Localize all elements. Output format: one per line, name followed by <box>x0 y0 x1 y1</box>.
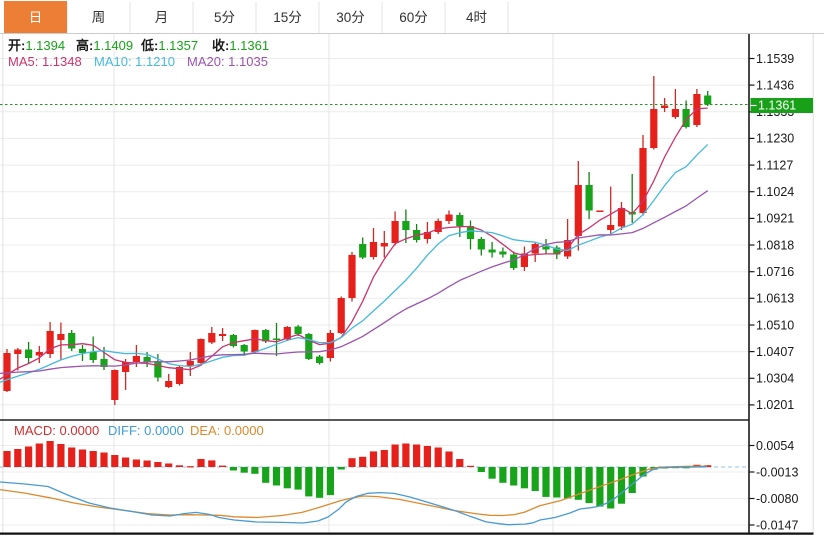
svg-text:高:1.1409: 高:1.1409 <box>76 38 133 53</box>
svg-text:1.0510: 1.0510 <box>756 318 794 332</box>
svg-text:1.0613: 1.0613 <box>756 292 794 306</box>
svg-text:1.1127: 1.1127 <box>756 158 793 172</box>
svg-text:-0.0080: -0.0080 <box>756 492 798 506</box>
svg-text:1.1024: 1.1024 <box>756 185 794 199</box>
svg-text:-0.0013: -0.0013 <box>756 465 798 479</box>
svg-text:4时: 4时 <box>466 10 487 25</box>
svg-text:MA10: 1.1210: MA10: 1.1210 <box>94 54 175 69</box>
svg-text:MA5: 1.1348: MA5: 1.1348 <box>8 54 82 69</box>
svg-text:1.0201: 1.0201 <box>756 398 794 412</box>
svg-text:1.1539: 1.1539 <box>756 52 794 66</box>
svg-text:MA20: 1.1035: MA20: 1.1035 <box>187 54 268 69</box>
svg-text:1.1436: 1.1436 <box>756 78 794 92</box>
svg-text:0.0054: 0.0054 <box>756 439 794 453</box>
svg-text:1.0716: 1.0716 <box>756 265 794 279</box>
svg-text:开:1.1394: 开:1.1394 <box>8 38 65 53</box>
svg-text:30分: 30分 <box>336 10 365 25</box>
svg-text:15分: 15分 <box>273 10 302 25</box>
svg-text:1.0304: 1.0304 <box>756 372 794 386</box>
svg-text:日: 日 <box>29 10 43 25</box>
svg-text:1.0818: 1.0818 <box>756 238 794 252</box>
svg-text:DEA: 0.0000: DEA: 0.0000 <box>190 423 264 438</box>
svg-text:1.1361: 1.1361 <box>758 99 796 113</box>
svg-text:60分: 60分 <box>399 10 428 25</box>
svg-text:5分: 5分 <box>214 10 235 25</box>
svg-text:低:1.1357: 低:1.1357 <box>140 38 198 53</box>
svg-text:月: 月 <box>155 10 169 25</box>
svg-text:-0.0147: -0.0147 <box>756 518 798 532</box>
svg-text:MACD: 0.0000: MACD: 0.0000 <box>14 423 99 438</box>
svg-text:周: 周 <box>92 10 106 25</box>
svg-text:DIFF: 0.0000: DIFF: 0.0000 <box>108 423 184 438</box>
svg-text:1.0407: 1.0407 <box>756 345 794 359</box>
svg-text:1.1230: 1.1230 <box>756 132 794 146</box>
svg-text:收:1.1361: 收:1.1361 <box>212 38 269 53</box>
svg-text:1.0921: 1.0921 <box>756 212 794 226</box>
